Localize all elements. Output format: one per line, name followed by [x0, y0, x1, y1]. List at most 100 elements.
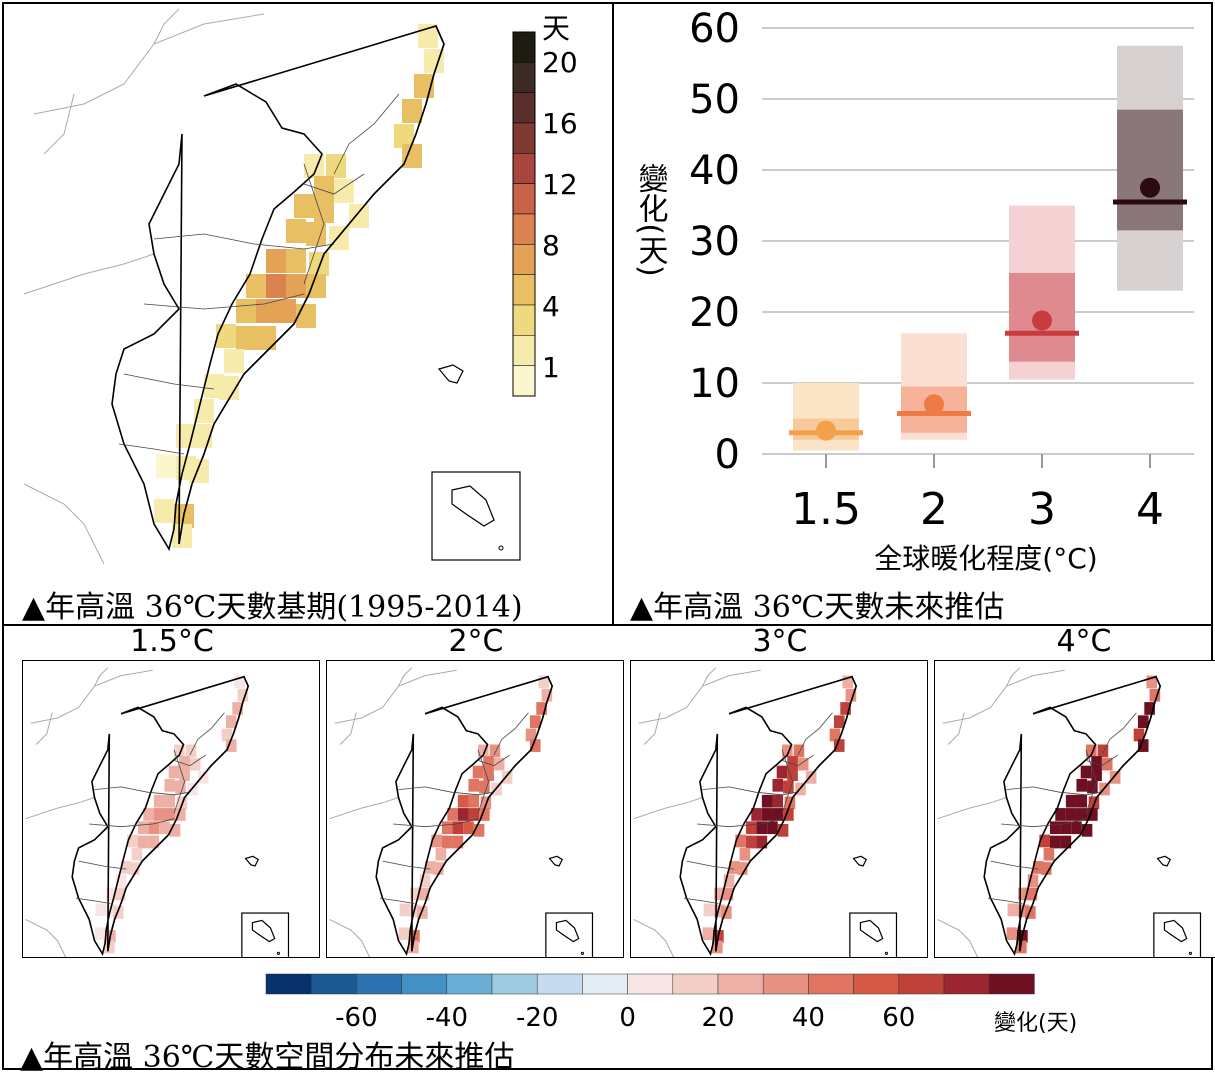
projection-grid-cell — [164, 808, 176, 821]
projection-grid-cell — [234, 675, 246, 689]
colorbar-swatch — [491, 973, 538, 995]
baseline-grey-boundary — [43, 93, 75, 155]
proj-grey-boundary — [339, 712, 357, 745]
projection-grid-cell — [113, 906, 124, 919]
legend-border — [512, 31, 536, 397]
baseline-grid-cell — [246, 274, 266, 298]
projection-map-svg — [25, 667, 290, 957]
projection-map — [934, 660, 1215, 958]
proj-grey-boundary — [942, 669, 1065, 724]
projection-grid-cell — [723, 874, 735, 888]
projection-grid-cell — [1049, 835, 1061, 849]
projection-grid-cell — [712, 940, 723, 954]
projection-grid-cell — [106, 904, 117, 918]
projection-grid-cell — [1065, 808, 1077, 821]
proj-district-line — [1101, 712, 1137, 756]
projection-grid-cell — [703, 903, 715, 917]
projection-grid-cell — [153, 808, 165, 821]
projection-grid-cell — [106, 887, 117, 901]
colorbar-swatch — [401, 973, 448, 995]
projection-grid-cell — [1018, 904, 1029, 918]
colorbar-swatch — [627, 973, 674, 995]
proj-district-line — [781, 754, 815, 767]
projection-grid-cell — [408, 940, 419, 954]
proj-district-line — [1006, 786, 1102, 796]
projection-grid-cell — [1086, 744, 1097, 758]
projection-grid-cell — [842, 675, 854, 689]
proj-district-line — [781, 749, 794, 814]
projection-grid-cell — [797, 757, 809, 771]
baseline-grid-cell — [286, 249, 306, 273]
x-axis-label: 全球暖化程度(°C) — [874, 542, 1097, 575]
legend-swatch — [512, 153, 536, 184]
colorbar-swatch — [265, 973, 312, 995]
legend-tick-label: 20 — [542, 46, 578, 79]
projection-grid-cell — [745, 821, 757, 835]
baseline-caption: ▲年高溫 36℃天數基期(1995-2014) — [22, 590, 523, 625]
projection-grid-cell — [468, 778, 480, 792]
mean-point — [924, 394, 944, 415]
projection-grid-cell — [153, 794, 165, 808]
projection-grid-cell — [739, 847, 751, 861]
projection-grid-cell — [529, 715, 541, 729]
proj-orchid-island — [859, 919, 884, 943]
legend-swatch — [512, 274, 536, 306]
projection-grid-cell — [399, 903, 411, 917]
projection-grid-cell — [1025, 906, 1036, 919]
legend-unit: 天 — [542, 12, 570, 45]
proj-district-line — [797, 712, 833, 756]
proj-grey-boundary — [334, 669, 457, 724]
y-tick-label: 0 — [715, 432, 740, 478]
projection-grid-cell — [714, 904, 725, 918]
proj-grey-boundary — [30, 669, 153, 724]
projection-grid-cell — [793, 744, 805, 758]
colorbar-swatch — [808, 973, 854, 995]
baseline-grid-cell — [276, 299, 296, 323]
projection-grid-cell — [751, 808, 762, 821]
projection-grid-cell — [441, 835, 453, 849]
baseline-grid-cell — [256, 299, 276, 323]
projection-grid-cell — [772, 794, 784, 808]
projection-grid-cell — [782, 744, 793, 758]
projection-grid-cell — [159, 821, 170, 835]
baseline-grid-cell — [256, 326, 276, 350]
projection-grid-cell — [425, 861, 436, 874]
projection-grid-cell — [473, 824, 485, 837]
map-title: 1.5°C — [130, 624, 214, 659]
colorbar-tick-label: -20 — [516, 1003, 558, 1033]
colorbar-swatch — [536, 973, 583, 995]
projection-map-svg — [633, 667, 898, 957]
map-title: 4°C — [1056, 624, 1112, 659]
projection-grid-cell — [772, 808, 784, 821]
colorbar-swatch — [446, 973, 493, 995]
projection-grid-cell — [1097, 744, 1109, 758]
projection-grid-cell — [197, 771, 209, 784]
projection-grid-cell — [721, 906, 732, 919]
proj-grey-boundary — [702, 667, 717, 687]
projection-grid-cell — [175, 808, 186, 821]
projection-chart: 0 10 20 30 40 50 60 變化(天) 1.5 2 3 4 全球暖化程度(°C) — [633, 6, 1194, 575]
proj-district-line — [477, 749, 490, 814]
x-tick-label: 1.5 — [791, 484, 861, 535]
projection-grid-cell — [541, 688, 553, 702]
baseline-grid-cell — [219, 376, 239, 400]
proj-grey-boundary — [643, 712, 661, 745]
mean-point — [816, 420, 836, 441]
projection-grid-cell — [189, 757, 201, 771]
proj-district-line — [1085, 749, 1098, 814]
y-tick-label: 30 — [689, 219, 740, 265]
projection-grid-cell — [729, 861, 740, 874]
proj-grey-boundary — [94, 667, 109, 687]
baseline-grid-cell — [172, 524, 192, 548]
proj-grey-boundary — [937, 918, 979, 957]
baseline-grid-cell — [402, 99, 422, 123]
baseline-grid-cell — [329, 226, 349, 250]
projection-grid-cell — [722, 887, 734, 901]
colorbar-tick-label: 60 — [882, 1003, 915, 1033]
projection-grid-cell — [441, 821, 453, 835]
baseline-grid-cell — [156, 454, 176, 478]
proj-district-line — [1085, 754, 1119, 767]
projection-grid-cell — [457, 794, 469, 808]
projection-grid-cell — [1076, 808, 1088, 821]
